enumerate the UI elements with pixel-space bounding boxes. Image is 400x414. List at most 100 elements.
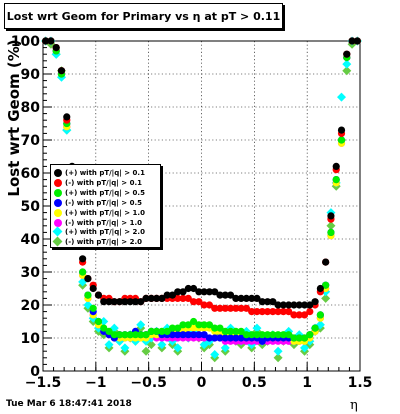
data-point (316, 311, 324, 319)
data-point (253, 331, 261, 339)
axes (42, 40, 361, 372)
data-point (237, 334, 245, 342)
data-point (290, 301, 298, 309)
y-tick-label: 70 (21, 133, 41, 149)
data-point (258, 337, 266, 345)
legend-marker (54, 169, 62, 177)
data-point (116, 298, 124, 306)
data-point (200, 321, 208, 329)
data-point (163, 327, 171, 335)
data-point (258, 308, 266, 316)
legend-label: (+) with pT/|q| > 2.0 (65, 228, 145, 237)
data-point (205, 288, 214, 296)
legend-item: (-) with pT/|q| > 0.1 (51, 178, 159, 188)
legend-label: (-) with pT/|q| > 0.5 (65, 198, 142, 207)
data-point (121, 331, 129, 339)
data-point (152, 327, 161, 335)
data-point (221, 334, 229, 342)
data-point (142, 294, 150, 302)
data-point (189, 324, 198, 332)
x-tick-label: 1 (302, 375, 312, 391)
data-point (211, 304, 219, 312)
data-point (100, 298, 108, 306)
y-tick-label: 30 (21, 265, 41, 281)
legend: (+) with pT/|q| > 0.1 (-) with pT/|q| > 0… (50, 164, 161, 248)
data-point (285, 331, 293, 339)
data-point (295, 301, 303, 309)
data-point (316, 284, 324, 293)
x-tick-label: 0.5 (242, 375, 267, 391)
data-point (157, 340, 167, 350)
data-point (200, 301, 208, 309)
data-point (237, 327, 245, 335)
data-point (84, 275, 92, 283)
data-point (221, 327, 229, 335)
data-point (79, 255, 87, 263)
y-tick-label: 80 (21, 100, 41, 116)
data-point (211, 288, 219, 296)
legend-item: (+) with pT/|q| > 1.0 (51, 208, 159, 218)
y-tick-label: 20 (21, 298, 41, 314)
data-point (337, 136, 346, 144)
legend-item: (+) with pT/|q| > 0.5 (51, 188, 159, 198)
data-point (232, 304, 240, 312)
data-point (63, 113, 71, 121)
data-point (220, 343, 230, 353)
data-point (353, 37, 361, 45)
data-point (300, 311, 309, 319)
y-tick-label: 0 (30, 364, 40, 380)
data-point (184, 331, 192, 339)
data-point (152, 294, 161, 302)
y-tick-label: 90 (21, 67, 41, 83)
data-point (342, 66, 352, 76)
x-tick-label: 0 (197, 375, 207, 391)
x-tick-label: −0.5 (130, 375, 167, 391)
data-point (42, 37, 50, 45)
data-point (285, 308, 293, 316)
data-point (306, 331, 314, 339)
data-point (184, 284, 192, 293)
data-point (321, 293, 331, 303)
data-point (100, 324, 108, 332)
data-point (322, 258, 330, 266)
data-point (263, 308, 272, 316)
data-point (285, 301, 293, 309)
legend-marker (54, 208, 62, 217)
data-point (290, 334, 298, 342)
data-point (322, 281, 330, 289)
data-point (131, 331, 140, 339)
data-point (57, 67, 66, 75)
legend-label: (+) with pT/|q| > 0.1 (65, 169, 145, 177)
data-point (226, 304, 235, 312)
y-tick-label: 50 (21, 199, 41, 215)
data-point (300, 301, 309, 309)
legend-item: (-) with pT/|q| > 2.0 (51, 236, 159, 247)
x-tick-label: −1.5 (25, 375, 62, 391)
legend-marker (54, 218, 62, 227)
data-point (137, 298, 145, 306)
data-point (189, 317, 198, 326)
data-point (269, 298, 277, 306)
data-point (110, 331, 118, 339)
data-point (47, 37, 55, 45)
data-point (195, 288, 203, 296)
data-point (174, 294, 182, 302)
data-point (258, 298, 266, 306)
data-point (327, 212, 335, 220)
data-point (248, 294, 256, 302)
data-point (195, 321, 203, 329)
legend-label: (+) with pT/|q| > 1.0 (65, 208, 145, 217)
legend-item: (-) with pT/|q| > 1.0 (51, 218, 159, 228)
data-point (174, 324, 182, 332)
data-point (211, 334, 219, 342)
legend-marker (52, 236, 63, 247)
data-point (141, 346, 151, 356)
data-point (242, 294, 251, 302)
data-point (216, 324, 224, 332)
data-point (195, 331, 203, 339)
chart-title-box: Lost wrt Geom for Primary vs η at pT > 0… (4, 3, 283, 29)
data-point (84, 291, 92, 299)
data-point (274, 331, 282, 339)
